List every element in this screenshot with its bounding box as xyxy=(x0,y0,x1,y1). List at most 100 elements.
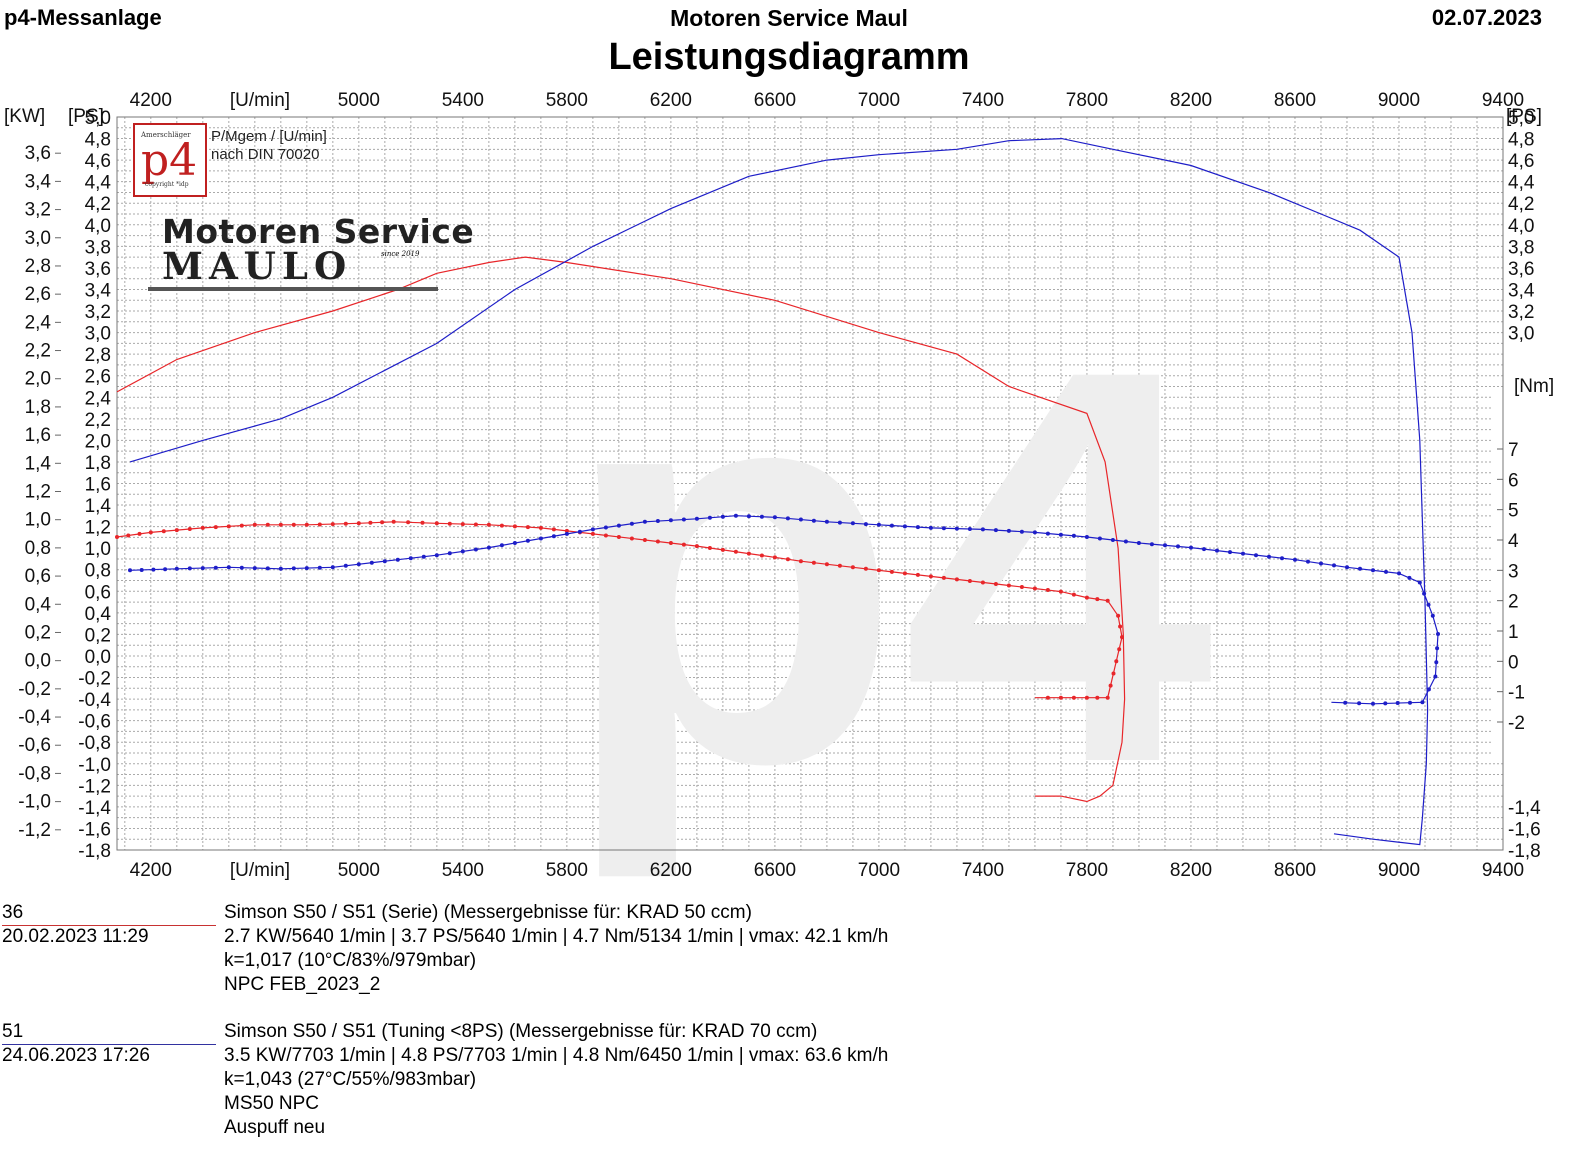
ps-tick-label-left: 1,8 xyxy=(85,453,111,474)
torque-point-36 xyxy=(1117,647,1122,652)
torque-point-51 xyxy=(151,567,156,572)
ps-tick-label-right: 3,0 xyxy=(1508,324,1534,345)
ps-tick-label-left: 2,8 xyxy=(85,345,111,366)
chart-subtitle-2: nach DIN 70020 xyxy=(211,146,320,163)
nm-tick-label: 6 xyxy=(1508,470,1519,491)
kw-tick-label: 0,6 xyxy=(25,566,51,587)
ps-tick-label-right-lower: -1,8 xyxy=(1508,841,1541,862)
torque-point-36 xyxy=(850,565,855,570)
torque-point-36 xyxy=(200,525,205,530)
torque-point-36 xyxy=(707,546,712,550)
torque-point-51 xyxy=(1371,568,1375,573)
ps-tick-label-left: 1,0 xyxy=(85,539,111,560)
torque-point-51 xyxy=(200,566,205,571)
torque-point-36 xyxy=(1095,597,1100,602)
ps-tick-label-left: 4,6 xyxy=(85,151,111,172)
torque-point-51 xyxy=(1032,530,1037,535)
legend-detail-line: MS50 NPC xyxy=(224,1093,320,1114)
torque-point-36 xyxy=(1058,589,1063,594)
torque-point-51 xyxy=(668,518,673,523)
torque-point-51 xyxy=(1045,531,1050,536)
torque-point-51 xyxy=(1434,660,1439,665)
torque-point-36 xyxy=(1111,671,1116,676)
torque-point-51 xyxy=(1058,532,1063,537)
ps-tick-label-left: 3,0 xyxy=(85,324,111,345)
kw-tick-label: 3,4 xyxy=(25,171,52,192)
x-tick-label-top: 6200 xyxy=(650,90,692,111)
ps-tick-label-left: 4,0 xyxy=(85,216,111,237)
p4-watermark: p4 xyxy=(560,253,1217,883)
kw-tick-label: 0,0 xyxy=(25,651,51,672)
ps-tick-label-left: -0,8 xyxy=(78,733,111,754)
torque-point-51 xyxy=(707,515,712,520)
legend-color-line xyxy=(2,1044,216,1045)
x-tick-label-top: 7000 xyxy=(858,90,900,111)
torque-point-51 xyxy=(1383,701,1388,706)
kw-tick-label: -1,0 xyxy=(18,792,51,813)
torque-point-51 xyxy=(616,523,621,528)
torque-point-36 xyxy=(406,520,411,525)
torque-point-36 xyxy=(278,522,283,527)
torque-point-51 xyxy=(1084,535,1089,539)
kw-tick-label: 2,6 xyxy=(25,284,51,305)
torque-point-51 xyxy=(139,568,144,572)
torque-point-36 xyxy=(733,549,738,554)
torque-point-36 xyxy=(137,531,142,536)
torque-point-36 xyxy=(239,523,244,528)
torque-point-36 xyxy=(720,547,725,552)
torque-point-51 xyxy=(525,538,530,543)
torque-point-51 xyxy=(551,534,556,539)
torque-point-51 xyxy=(473,547,478,552)
torque-point-36 xyxy=(486,522,491,527)
torque-point-36 xyxy=(1032,586,1037,591)
torque-point-51 xyxy=(785,516,790,521)
torque-point-51 xyxy=(694,516,699,521)
torque-point-36 xyxy=(590,531,595,536)
torque-point-51 xyxy=(1407,575,1412,580)
torque-point-51 xyxy=(1267,554,1271,559)
torque-point-36 xyxy=(1084,695,1089,700)
torque-point-51 xyxy=(1280,556,1284,561)
ps-tick-label-left: 4,2 xyxy=(85,194,111,215)
ps-tick-label-left: 3,8 xyxy=(85,237,111,258)
ps-tick-label-left: 2,4 xyxy=(85,388,112,409)
legend-detail-line: Auspuff neu xyxy=(224,1117,326,1138)
torque-point-36 xyxy=(837,563,842,568)
torque-point-51 xyxy=(863,522,868,527)
torque-point-36 xyxy=(967,579,972,583)
x-tick-label-bottom: 4200 xyxy=(130,860,172,881)
legend-detail-line: k=1,043 (27°C/55%/983mbar) xyxy=(224,1069,477,1090)
brand-logo-line1: Motoren Service xyxy=(162,212,475,251)
ps-axis-unit-left: [PS] xyxy=(68,106,104,127)
kw-tick-label: 2,2 xyxy=(25,341,51,362)
torque-point-36 xyxy=(811,560,816,565)
x-tick-label-bottom: 7000 xyxy=(858,860,900,881)
legend-detail-line: NPC FEB_2023_2 xyxy=(224,974,381,995)
torque-point-51 xyxy=(538,536,543,541)
torque-point-51 xyxy=(1071,533,1076,538)
torque-point-51 xyxy=(1420,700,1425,705)
torque-point-36 xyxy=(668,541,673,545)
torque-point-51 xyxy=(512,541,517,545)
torque-point-51 xyxy=(1358,566,1362,571)
torque-point-36 xyxy=(1118,624,1123,629)
nm-tick-label: 4 xyxy=(1508,531,1519,552)
torque-point-36 xyxy=(187,527,192,531)
torque-point-51 xyxy=(798,517,803,522)
torque-point-51 xyxy=(902,524,907,529)
nm-tick-label: 0 xyxy=(1508,652,1519,673)
torque-point-51 xyxy=(382,559,387,564)
torque-point-51 xyxy=(434,553,439,558)
torque-point-36 xyxy=(1071,695,1076,700)
torque-point-51 xyxy=(850,521,855,526)
torque-point-51 xyxy=(369,560,374,565)
legend-color-line xyxy=(2,925,216,926)
x-tick-label-bottom: 9000 xyxy=(1378,860,1420,881)
torque-point-51 xyxy=(1426,687,1431,692)
torque-point-36 xyxy=(616,535,621,539)
kw-tick-label: 1,8 xyxy=(25,397,51,418)
torque-point-36 xyxy=(902,571,907,576)
ps-tick-label-right: 4,0 xyxy=(1508,216,1534,237)
torque-point-51 xyxy=(967,527,972,531)
torque-point-36 xyxy=(473,522,478,527)
